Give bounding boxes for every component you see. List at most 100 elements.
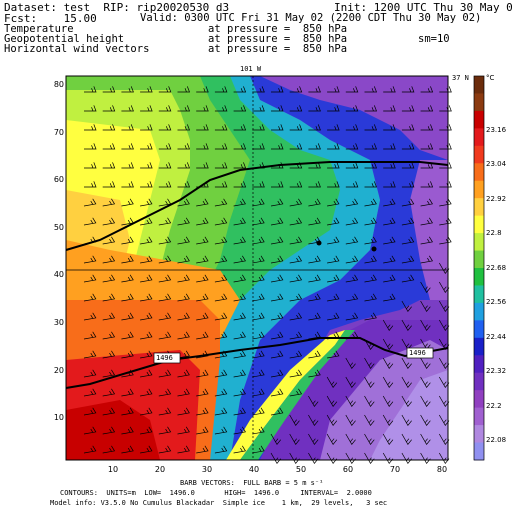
wind-barb (364, 198, 377, 207)
wind-barb (270, 388, 284, 397)
wind-barb (364, 105, 378, 112)
x-tick-label: 60 (342, 465, 354, 474)
wind-barb (102, 426, 116, 435)
wind-barb (177, 124, 191, 131)
wind-barb (252, 143, 265, 150)
wind-barb (177, 274, 190, 283)
wind-barb (308, 274, 321, 283)
wind-barb (84, 86, 97, 93)
wind-barb (364, 376, 375, 389)
wind-barb (327, 236, 340, 245)
colorbar-swatch (474, 407, 484, 426)
wind-barb (140, 255, 153, 264)
wind-barb (121, 407, 134, 416)
wind-barb (364, 143, 378, 150)
wind-barb (102, 388, 116, 397)
colorbar-swatch (474, 163, 484, 182)
wind-barb (364, 255, 377, 264)
wind-barb (327, 217, 340, 226)
wind-barb (401, 414, 412, 427)
wind-barb (270, 433, 282, 446)
colorbar-label: 22.2 (486, 402, 502, 410)
longitude-label: 101 W (240, 65, 262, 73)
wind-barb (214, 105, 228, 112)
wind-barb (158, 124, 172, 131)
wind-barb (83, 445, 97, 454)
wind-barb (364, 433, 375, 446)
station-dot (371, 246, 377, 252)
wind-barb (327, 255, 340, 264)
wind-barb (158, 105, 172, 112)
colorbar-label: 22.32 (486, 367, 507, 375)
wind-barb (252, 255, 265, 264)
wind-barb (252, 236, 265, 245)
wind-barb (289, 293, 303, 302)
wind-barb (364, 162, 378, 169)
wind-barb (83, 369, 97, 378)
wind-barb (270, 331, 284, 340)
wind-barb (252, 312, 265, 321)
wind-barb (102, 181, 116, 188)
wind-barb (401, 86, 415, 93)
wind-barb (345, 433, 356, 446)
wind-barb (121, 236, 134, 245)
wind-barb (326, 395, 338, 408)
wind-barb (401, 395, 412, 408)
wind-barb (158, 143, 172, 150)
forecast-hour-label: Fcst: 15.00 (4, 12, 97, 25)
wind-barb (177, 407, 190, 416)
wind-barb (196, 407, 209, 416)
colorbar-swatch (474, 93, 484, 112)
wind-barb (383, 143, 396, 150)
wind-barb (214, 86, 228, 93)
colorbar-swatch (474, 145, 484, 164)
wind-barb (177, 236, 190, 245)
wind-barb (327, 86, 340, 93)
colorbar-label: 22.44 (486, 333, 507, 341)
wind-barb (177, 162, 191, 169)
wind-barb (252, 274, 265, 283)
wind-barb (271, 105, 284, 112)
wind-barb (214, 369, 228, 378)
wind-barb (233, 274, 246, 283)
wind-barb (364, 236, 377, 245)
wind-barb (196, 86, 209, 93)
wind-barb (327, 124, 340, 131)
wind-barb (196, 426, 209, 435)
wind-barb (83, 274, 97, 283)
wind-barb (140, 331, 153, 340)
wind-barb (83, 293, 97, 302)
wind-barb (289, 198, 303, 207)
wind-barb (289, 312, 303, 321)
wind-barb (252, 350, 265, 359)
colorbar-swatch (474, 390, 484, 409)
wind-barb (140, 217, 153, 226)
wind-barb (252, 369, 265, 378)
wind-barb (84, 143, 97, 150)
wind-barb (420, 236, 433, 245)
wind-barb (383, 255, 396, 264)
wind-barb (252, 181, 265, 188)
wind-barb (121, 331, 134, 340)
wind-barb (140, 445, 153, 454)
wind-barb (345, 198, 359, 207)
wind-barb (158, 312, 172, 321)
wind-barb (121, 143, 134, 150)
colorbar-swatch (474, 425, 484, 444)
wind-barb (345, 312, 359, 321)
wind-barb (327, 198, 340, 207)
wind-barb (214, 162, 228, 169)
wind-barb (364, 217, 377, 226)
colorbar-label: 22.08 (486, 436, 507, 444)
wind-barb (83, 426, 97, 435)
wind-barb (252, 124, 265, 131)
wind-barb (214, 445, 228, 454)
colorbar-label: 22.56 (486, 298, 507, 306)
wind-barb (84, 124, 97, 131)
x-tick-label: 50 (295, 465, 307, 474)
colorbar-swatch (474, 285, 484, 304)
wind-barb (214, 426, 228, 435)
wind-barb (233, 255, 246, 264)
wind-barb (401, 143, 415, 150)
wind-barb (364, 357, 375, 370)
